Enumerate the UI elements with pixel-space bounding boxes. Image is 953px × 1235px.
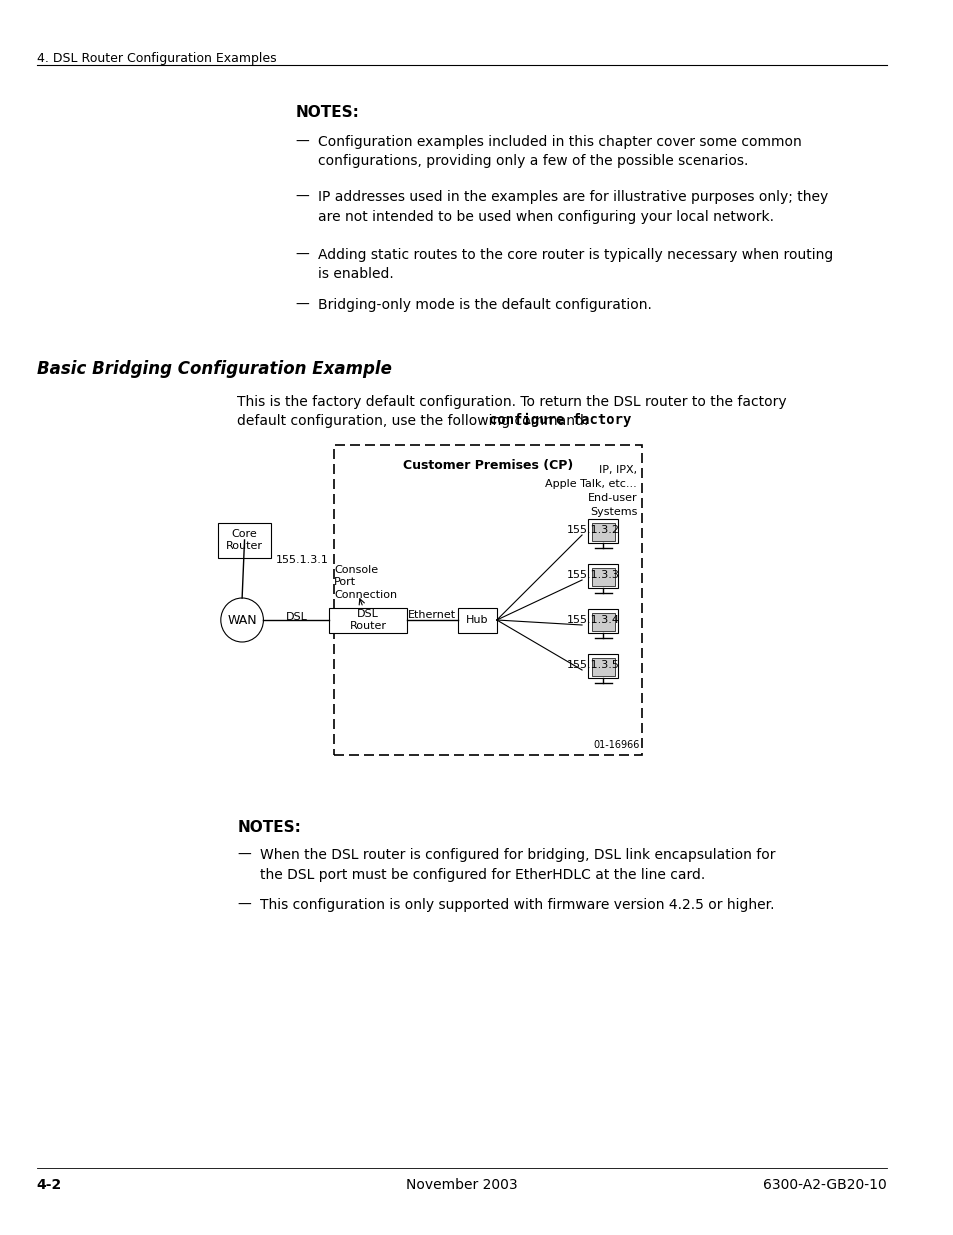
Bar [591,568,615,585]
Text: —: — [295,298,309,312]
Text: configure factory: configure factory [489,412,631,427]
Text: 155.1.3.4: 155.1.3.4 [566,615,618,625]
Text: Configuration examples included in this chapter cover some common
configurations: Configuration examples included in this … [317,135,801,168]
Bar [588,519,618,543]
Text: Apple Talk, etc...: Apple Talk, etc... [545,479,637,489]
Text: WAN: WAN [227,614,256,626]
Bar [588,609,618,634]
Text: Hub: Hub [466,615,488,625]
Bar [591,614,615,631]
Text: Bridging-only mode is the default configuration.: Bridging-only mode is the default config… [317,298,651,312]
Text: Basic Bridging Configuration Example: Basic Bridging Configuration Example [37,359,392,378]
Bar [591,524,615,541]
Text: 4. DSL Router Configuration Examples: 4. DSL Router Configuration Examples [37,52,276,65]
Text: Adding static routes to the core router is typically necessary when routing
is e: Adding static routes to the core router … [317,248,832,282]
Text: When the DSL router is configured for bridging, DSL link encapsulation for
the D: When the DSL router is configured for br… [259,848,774,882]
Text: Core
Router: Core Router [226,530,263,551]
Bar [588,655,618,678]
Bar [591,658,615,676]
Text: 155.1.3.2: 155.1.3.2 [566,525,618,535]
Bar [217,522,271,557]
Text: 155.1.3.1: 155.1.3.1 [275,555,329,564]
Text: —: — [237,898,251,911]
Bar [329,608,406,632]
Text: —: — [295,135,309,149]
Text: IP addresses used in the examples are for illustrative purposes only; they
are n: IP addresses used in the examples are fo… [317,190,827,224]
Text: 01-16966: 01-16966 [593,740,639,750]
Text: Customer Premises (CP): Customer Premises (CP) [402,459,573,472]
Text: NOTES:: NOTES: [237,820,301,835]
Text: DSL: DSL [285,613,307,622]
Circle shape [220,598,263,642]
Text: —: — [295,190,309,204]
Text: End-user: End-user [587,493,637,503]
Text: DSL
Router: DSL Router [349,609,386,631]
Text: Console
Port
Connection: Console Port Connection [334,564,396,600]
Text: 155.1.3.3: 155.1.3.3 [566,571,618,580]
Text: NOTES:: NOTES: [295,105,359,120]
Text: 6300-A2-GB20-10: 6300-A2-GB20-10 [762,1178,886,1192]
Text: Systems: Systems [589,508,637,517]
Text: 155.1.3.5: 155.1.3.5 [566,659,618,671]
Bar [457,608,497,632]
Text: —: — [237,848,251,862]
Text: This is the factory default configuration. To return the DSL router to the facto: This is the factory default configuratio… [237,395,786,429]
Text: IP, IPX,: IP, IPX, [598,466,637,475]
Text: November 2003: November 2003 [406,1178,517,1192]
Text: This configuration is only supported with firmware version 4.2.5 or higher.: This configuration is only supported wit… [259,898,773,911]
Text: Ethernet: Ethernet [408,610,456,620]
Text: 4-2: 4-2 [37,1178,62,1192]
Text: —: — [295,248,309,262]
Bar [588,564,618,588]
